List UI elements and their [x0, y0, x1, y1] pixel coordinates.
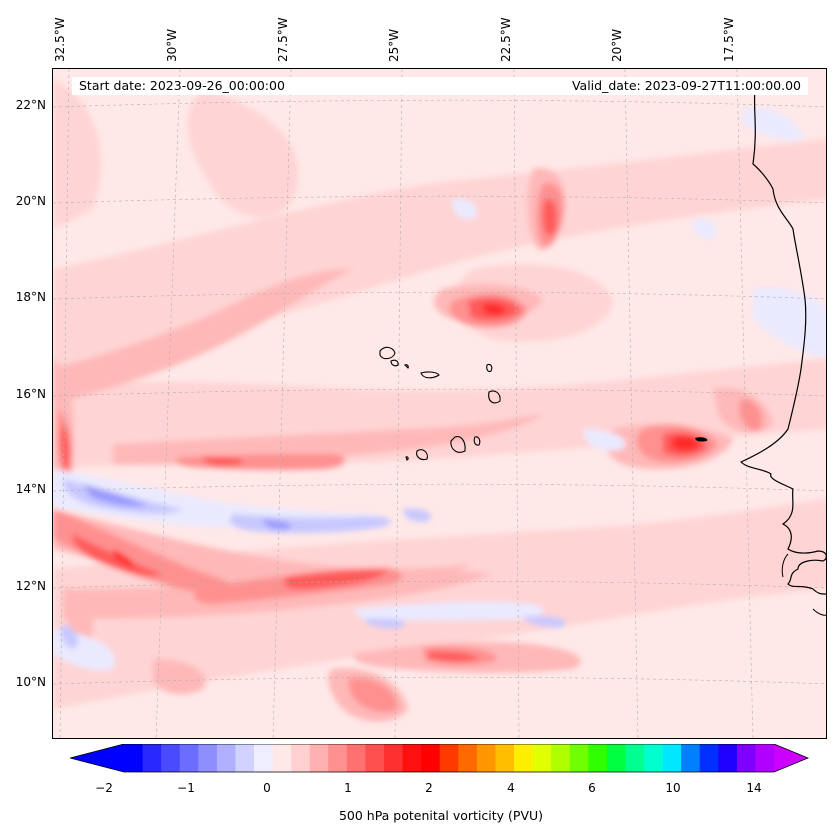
- valid-date-text: Valid_date: 2023-09-27T11:00:00.00: [571, 78, 801, 93]
- colorbar-tick-14: 14: [746, 781, 762, 795]
- lat-label-22n: 22°N: [15, 98, 46, 112]
- colorbar-cell: [402, 744, 422, 772]
- colorbar-cell: [644, 744, 664, 772]
- colorbar-cell: [439, 744, 459, 772]
- colorbar-cell: [718, 744, 738, 772]
- cape-verde-islands: [379, 346, 501, 461]
- start-date-text: Start date: 2023-09-26_00:00:00: [79, 78, 285, 93]
- africa-coastline: [739, 88, 826, 595]
- colorbar-cell: [476, 744, 496, 772]
- lon-label-20w: 20°W: [610, 28, 624, 62]
- colorbar-cell: [254, 744, 274, 772]
- colorbar-cell: [736, 744, 756, 772]
- colorbar-cell: [142, 744, 162, 772]
- colorbar-cell: [309, 744, 329, 772]
- lon-label-32-5w: 32.5°W: [53, 17, 67, 62]
- colorbar-cell: [625, 744, 645, 772]
- lon-label-17-5w: 17.5°W: [722, 17, 736, 62]
- colorbar-tick-4: 4: [507, 781, 515, 795]
- colorbar-cell: [328, 744, 348, 772]
- colorbar-tick-2: 2: [425, 781, 433, 795]
- colorbar-cell: [272, 744, 292, 772]
- colorbar-cell: [198, 744, 218, 772]
- colorbar-tick-10: 10: [665, 781, 681, 795]
- lon-label-27-5w: 27.5°W: [276, 17, 290, 62]
- colorbar-tick-6: 6: [588, 781, 596, 795]
- colorbar-cell: [161, 744, 181, 772]
- colorbar-cell: [699, 744, 719, 772]
- colorbar-label: 500 hPa potenital vorticity (PVU): [338, 808, 544, 823]
- colorbar-cell: [662, 744, 682, 772]
- valid-date-box: Valid_date: 2023-09-27T11:00:00.00: [472, 77, 808, 95]
- map-panel: [52, 68, 827, 739]
- colorbar-tick-1: 1: [344, 781, 352, 795]
- lat-label-12n: 12°N: [15, 579, 46, 593]
- pv-max-spot: [695, 437, 708, 442]
- lat-label-20n: 20°N: [15, 194, 46, 208]
- colorbar-under-arrow: [70, 744, 124, 772]
- colorbar-tick-0: 0: [263, 781, 271, 795]
- colorbar-cell: [755, 744, 775, 772]
- lon-label-22-5w: 22.5°W: [499, 17, 513, 62]
- colorbar-cell: [291, 744, 311, 772]
- lon-label-30w: 30°W: [165, 28, 179, 62]
- senegal-coast: [781, 553, 826, 616]
- colorbar-cell: [569, 744, 589, 772]
- colorbar-over-arrow: [774, 744, 808, 772]
- colorbar-cell: [551, 744, 571, 772]
- colorbar-cell: [216, 744, 236, 772]
- colorbar-cell: [495, 744, 515, 772]
- colorbar-cell: [179, 744, 199, 772]
- colorbar-cell: [365, 744, 385, 772]
- colorbar-cell: [124, 744, 144, 772]
- lat-label-18n: 18°N: [15, 290, 46, 304]
- pv-field: [53, 69, 826, 738]
- colorbar-cell: [532, 744, 552, 772]
- colorbar-tick-neg1: −1: [177, 781, 195, 795]
- lat-label-16n: 16°N: [15, 387, 46, 401]
- colorbar-cell: [421, 744, 441, 772]
- colorbar-cell: [681, 744, 701, 772]
- lon-label-25w: 25°W: [387, 28, 401, 62]
- colorbar-cell: [235, 744, 255, 772]
- colorbar-cell: [346, 744, 366, 772]
- colorbar-cell: [514, 744, 534, 772]
- colorbar-cell: [384, 744, 404, 772]
- start-date-box: Start date: 2023-09-26_00:00:00: [72, 77, 479, 95]
- lat-label-14n: 14°N: [15, 482, 46, 496]
- colorbar-tick-neg2: −2: [95, 781, 113, 795]
- lat-label-10n: 10°N: [15, 675, 46, 689]
- colorbar-cell: [458, 744, 478, 772]
- colorbar-cell: [588, 744, 608, 772]
- graticule: [53, 69, 826, 738]
- colorbar-cell: [606, 744, 626, 772]
- colorbar: [70, 744, 810, 773]
